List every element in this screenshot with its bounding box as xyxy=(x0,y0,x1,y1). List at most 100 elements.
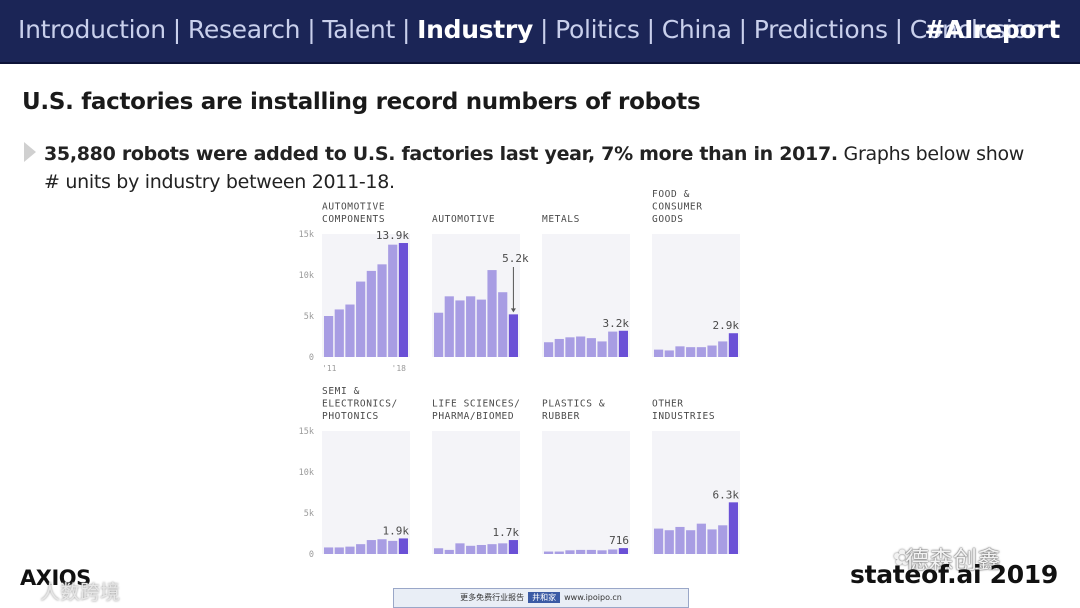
nav-item-predictions[interactable]: Predictions xyxy=(753,15,888,44)
x-tick-label: '11 xyxy=(322,364,337,373)
bar xyxy=(455,543,465,554)
bar xyxy=(487,544,497,554)
value-annotation: 2.9k xyxy=(713,319,740,332)
panel-label: GOODS xyxy=(652,214,684,225)
value-annotation: 13.9k xyxy=(376,229,409,242)
bar xyxy=(686,347,696,357)
bar xyxy=(597,550,607,554)
panel-background xyxy=(542,431,630,554)
subtitle-bold: 35,880 robots were added to U.S. factori… xyxy=(44,143,838,165)
bar xyxy=(345,546,355,554)
nav-item-talent[interactable]: Talent xyxy=(322,15,395,44)
bar xyxy=(466,296,476,357)
bar xyxy=(654,349,664,357)
bar xyxy=(508,314,518,357)
nav-item-industry[interactable]: Industry xyxy=(417,15,533,44)
bar xyxy=(675,526,685,554)
value-annotation: 5.2k xyxy=(502,252,529,265)
nav-item-china[interactable]: China xyxy=(661,15,732,44)
brand-watermark: 德森创鑫 xyxy=(905,546,1001,574)
bar xyxy=(608,331,618,357)
bullet-arrow-icon xyxy=(24,142,36,162)
panel-label: PLASTICS & xyxy=(542,399,605,410)
value-annotation: 6.3k xyxy=(713,488,740,501)
subtitle-rest: Graphs below show # units by industry be… xyxy=(44,143,1025,193)
bar xyxy=(618,548,628,554)
bar xyxy=(434,312,444,357)
bar xyxy=(554,338,564,357)
panel-label: PHARMA/BIOMED xyxy=(432,411,514,422)
bar xyxy=(707,345,717,357)
bar xyxy=(444,549,454,554)
bar xyxy=(324,316,334,357)
bar xyxy=(476,544,486,554)
bar xyxy=(728,502,738,554)
y-tick-label: 10k xyxy=(299,271,314,281)
panel-label: COMPONENTS xyxy=(322,214,385,225)
panel-label: SEMI & xyxy=(322,386,360,397)
bar xyxy=(696,347,706,357)
bar xyxy=(498,543,508,554)
bar xyxy=(466,545,476,554)
page-title: U.S. factories are installing record num… xyxy=(22,89,701,115)
nav-item-introduction[interactable]: Introduction xyxy=(18,15,166,44)
nav-separator: | xyxy=(738,15,747,44)
nav-separator: | xyxy=(894,15,903,44)
annotation-arrow-icon xyxy=(510,308,516,313)
bar xyxy=(576,336,586,357)
bar xyxy=(388,540,398,554)
bar xyxy=(597,341,607,357)
bar xyxy=(498,292,508,357)
nav-item-politics[interactable]: Politics xyxy=(555,15,640,44)
bar xyxy=(444,296,454,357)
stateofai-logo: stateof.ai 2019 xyxy=(849,560,1058,589)
x-tick-label: '18 xyxy=(392,364,407,373)
header-bar: Introduction | Research | Talent | Industry | Po… xyxy=(0,0,1080,64)
panel-label: ELECTRONICS/ xyxy=(322,399,398,410)
panel-label: CONSUMER xyxy=(652,202,703,213)
panel-background xyxy=(432,431,520,554)
bar xyxy=(586,338,596,357)
source-watermark: 人数跨境 xyxy=(40,580,120,604)
bar xyxy=(554,551,564,554)
y-tick-label: 5k xyxy=(304,312,314,322)
bar xyxy=(576,549,586,554)
bar xyxy=(388,244,398,357)
bar xyxy=(434,548,444,554)
hashtag-label: #AIreport xyxy=(924,15,1060,44)
bar xyxy=(565,550,575,554)
bar xyxy=(508,540,518,554)
bar xyxy=(718,525,728,554)
section-nav: Introduction | Research | Talent | Industry | Po… xyxy=(18,15,1043,44)
value-annotation: 716 xyxy=(609,534,629,547)
bar xyxy=(565,337,575,357)
bar xyxy=(707,529,717,554)
y-tick-label: 5k xyxy=(304,509,314,519)
nav-item-research[interactable]: Research xyxy=(187,15,301,44)
y-tick-label: 0 xyxy=(309,353,314,363)
nav-item-conclusion[interactable]: Conclusion xyxy=(909,15,1044,44)
bar xyxy=(366,270,376,357)
bar xyxy=(664,350,674,357)
value-annotation: 3.2k xyxy=(603,317,630,330)
bar xyxy=(544,342,554,357)
wechat-icon: ✿ xyxy=(893,545,912,570)
bar xyxy=(356,281,366,357)
bar xyxy=(455,300,465,357)
panel-background xyxy=(322,431,410,554)
subtitle: 35,880 robots were added to U.S. factori… xyxy=(44,140,1044,196)
bar xyxy=(586,549,596,554)
report-banner[interactable]: 更多免费行业报告 井和家 www.ipoipo.cn xyxy=(393,588,689,608)
nav-separator: | xyxy=(401,15,411,44)
bar xyxy=(334,309,344,357)
banner-right: www.ipoipo.cn xyxy=(564,593,622,602)
bar xyxy=(398,538,408,554)
panel-label: AUTOMOTIVE xyxy=(322,202,385,213)
bar xyxy=(654,528,664,554)
nav-separator: | xyxy=(539,15,549,44)
bar xyxy=(728,333,738,357)
y-tick-label: 15k xyxy=(299,230,314,240)
bar xyxy=(398,243,408,357)
banner-left: 更多免费行业报告 xyxy=(460,593,525,602)
